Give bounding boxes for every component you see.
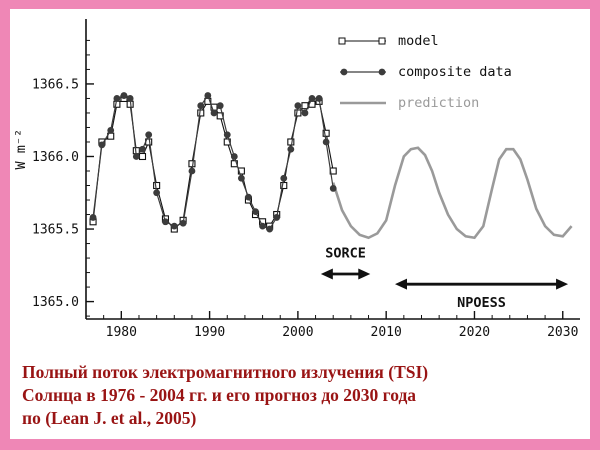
composite-marker [259, 222, 266, 230]
composite-marker [280, 174, 288, 182]
caption-line-3: по (Lean J. et al., 2005) [22, 408, 197, 429]
composite-marker [179, 219, 187, 227]
caption-line-1: Полный поток электромагнитного излучения… [22, 362, 429, 382]
y-tick-label: 1366.5 [32, 77, 79, 92]
composite-marker [153, 189, 161, 197]
model-marker [322, 129, 330, 137]
model-marker [287, 138, 295, 146]
composite-marker [139, 145, 146, 153]
x-tick-label: 1990 [194, 325, 225, 340]
composite-marker [245, 193, 252, 201]
model-marker [188, 160, 196, 168]
composite-marker [120, 92, 128, 99]
x-tick-label: 1980 [106, 325, 137, 340]
legend-prediction-label: prediction [398, 95, 479, 111]
composite-marker [237, 174, 245, 182]
x-tick-label: 2010 [371, 325, 402, 340]
model-marker [153, 181, 161, 190]
composite-marker [107, 126, 115, 134]
model-marker [237, 167, 245, 175]
annotation-label: NPOESS [457, 295, 506, 311]
x-tick-label: 2030 [547, 325, 578, 340]
composite-marker [252, 208, 259, 216]
composite-marker [273, 214, 281, 221]
y-axis-label: W m⁻² [13, 129, 29, 170]
y-tick-label: 1365.0 [32, 295, 79, 310]
composite-marker [315, 95, 323, 102]
composite-marker [266, 225, 274, 233]
annotation-label: SORCE [325, 246, 366, 262]
composite-marker [210, 109, 218, 117]
legend-model-label: model [398, 33, 439, 49]
composite-marker [145, 131, 153, 139]
composite-marker [89, 214, 97, 221]
composite-marker [223, 131, 231, 139]
tsi-plot-svg: 1980 1990 2000 2010 2020 2030 1365.0 1365.5 1366… [13, 19, 580, 340]
composite-marker [126, 95, 134, 102]
composite-marker [329, 185, 337, 192]
y-tick-label: 1366.0 [32, 150, 79, 165]
composite-marker [162, 218, 169, 226]
composite-marker [188, 167, 196, 175]
caption: Полный поток электромагнитного излучения… [12, 349, 588, 430]
model-marker [197, 109, 205, 117]
composite-marker [113, 95, 121, 102]
composite-marker [308, 95, 316, 102]
slide-content: 1980 1990 2000 2010 2020 2030 1365.0 1365.5 1366… [10, 9, 590, 439]
composite-marker [230, 153, 238, 160]
composite-marker [197, 102, 205, 110]
composite-marker [301, 109, 309, 117]
prediction-line [331, 146, 573, 240]
model-marker [223, 138, 231, 146]
x-tick-label: 2020 [459, 325, 490, 340]
composite-marker [132, 153, 140, 160]
model-line [92, 97, 334, 230]
model-marker [294, 109, 302, 117]
composite-marker [294, 102, 302, 110]
composite-marker [170, 222, 178, 230]
legend-composite-marker [340, 68, 348, 76]
model-marker [230, 160, 238, 168]
composite-marker [98, 141, 106, 149]
y-tick-label: 1365.5 [32, 223, 79, 238]
composite-marker [287, 145, 295, 153]
model-marker [138, 152, 147, 161]
legend-composite-label: composite data [398, 64, 512, 80]
composite-marker [216, 102, 224, 110]
composite-line [92, 94, 334, 230]
model-marker [280, 181, 288, 190]
composite-marker [204, 92, 212, 99]
tsi-chart: 1980 1990 2000 2010 2020 2030 1365.0 1365.5 1366… [12, 13, 588, 349]
legend-composite-marker [378, 68, 386, 76]
legend-model-marker [378, 37, 386, 45]
composite-marker [322, 138, 330, 146]
legend-model-marker [338, 37, 346, 45]
caption-line-2: Солнца в 1976 - 2004 гг. и его прогноз д… [22, 385, 417, 406]
x-tick-label: 2000 [282, 325, 313, 340]
